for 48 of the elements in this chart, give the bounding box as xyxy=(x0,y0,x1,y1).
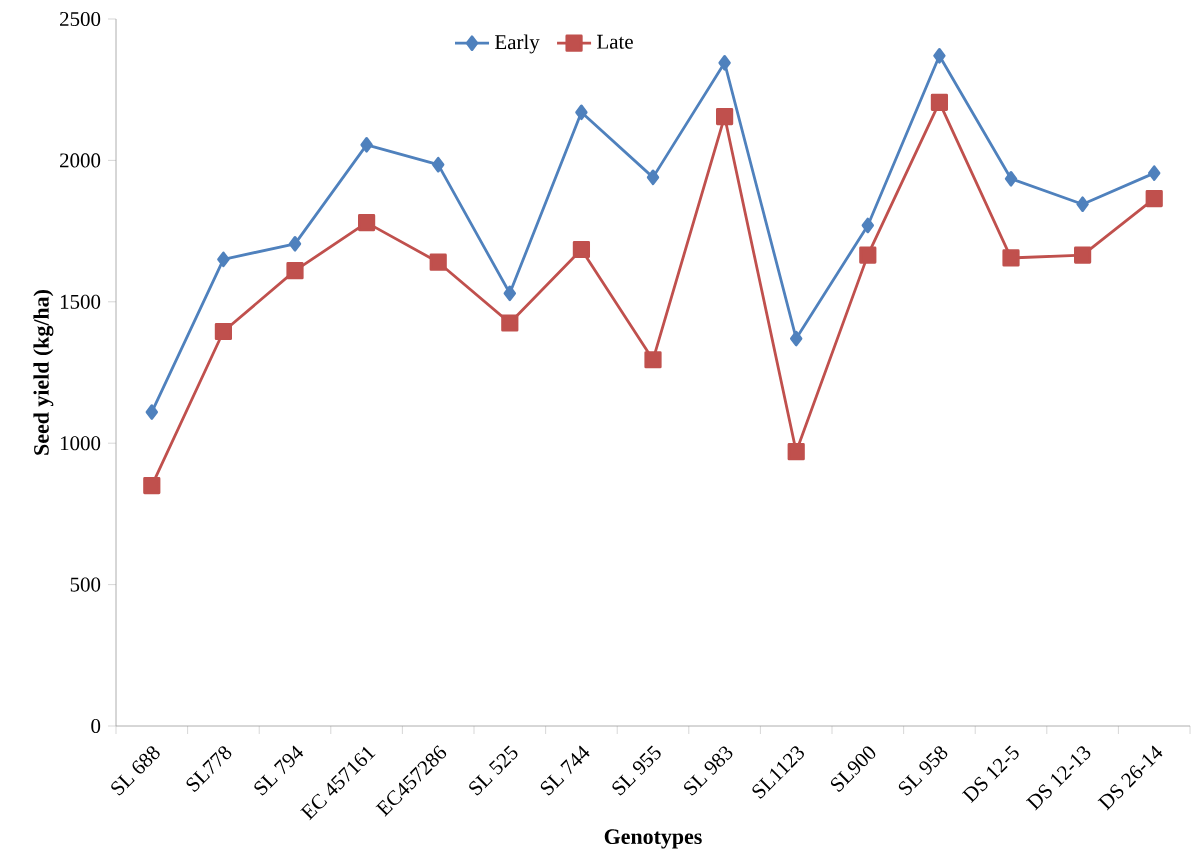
point xyxy=(501,314,519,332)
x-tick-label: SL 983 xyxy=(684,746,733,796)
x-tick-label: DS 12-5 xyxy=(961,745,1019,804)
point xyxy=(572,240,591,259)
point xyxy=(859,246,877,264)
point xyxy=(861,217,875,234)
point xyxy=(503,285,517,302)
legend-label: Early xyxy=(494,34,540,54)
point xyxy=(1004,170,1018,187)
point xyxy=(575,104,588,121)
point xyxy=(214,322,232,341)
y-tick-label: 2500 xyxy=(60,11,101,27)
y-tick-label: 1000 xyxy=(60,436,101,451)
point xyxy=(930,93,949,112)
point xyxy=(286,262,304,280)
point xyxy=(1076,196,1089,213)
x-axis-title: Genotypes xyxy=(604,829,702,849)
point xyxy=(646,169,660,186)
point xyxy=(217,251,230,268)
point xyxy=(787,443,805,461)
point xyxy=(145,404,158,420)
point xyxy=(288,236,302,252)
point xyxy=(933,47,946,64)
y-tick-label: 1500 xyxy=(60,294,101,309)
point xyxy=(358,214,376,232)
y-tick-label: 0 xyxy=(91,718,101,734)
point xyxy=(1074,246,1092,264)
point xyxy=(429,253,447,271)
x-tick-label: SL 744 xyxy=(540,745,590,796)
point xyxy=(143,477,161,495)
point xyxy=(644,351,662,369)
point xyxy=(1145,189,1163,208)
legend-label: Late xyxy=(597,34,633,49)
y-tick-label: 2000 xyxy=(60,153,101,168)
y-axis-title: Seed yield (kg/ha) xyxy=(33,290,54,455)
x-tick-label: SL 688 xyxy=(111,746,160,796)
point xyxy=(790,330,803,347)
point xyxy=(1148,165,1161,181)
point xyxy=(1002,249,1020,267)
point xyxy=(432,156,445,173)
x-tick-label: SL 958 xyxy=(898,746,948,796)
point xyxy=(718,55,731,71)
y-tick-label: 500 xyxy=(70,577,101,592)
x-tick-label: SL 794 xyxy=(254,745,304,796)
point xyxy=(360,137,373,153)
point xyxy=(716,107,734,126)
x-tick-label: SL 955 xyxy=(612,745,661,796)
x-tick-label: SL 525 xyxy=(469,745,518,796)
